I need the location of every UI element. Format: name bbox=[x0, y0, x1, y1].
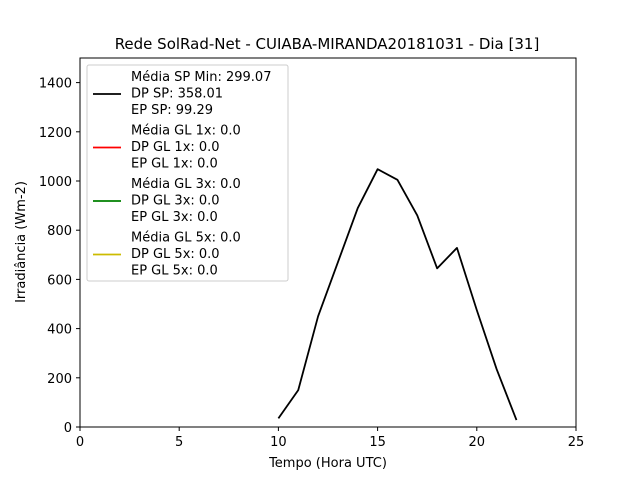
y-axis-label: Irradiância (Wm-2) bbox=[14, 181, 29, 303]
series-layer bbox=[277, 168, 518, 421]
x-tick-label: 10 bbox=[270, 435, 287, 450]
x-axis: 0 5 10 15 20 25 bbox=[76, 427, 584, 450]
plot-area bbox=[79, 57, 577, 428]
y-axis: 0 200 400 600 800 1000 1200 1400 bbox=[39, 77, 80, 436]
x-tick-label: 25 bbox=[568, 435, 585, 450]
y-tick-label: 600 bbox=[47, 273, 72, 288]
legend-entry-text: EP GL 5x: 0.0 bbox=[131, 264, 218, 279]
legend-entry-text: EP GL 1x: 0.0 bbox=[131, 157, 218, 172]
legend-entry-text: DP GL 3x: 0.0 bbox=[131, 194, 220, 209]
legend-entry-text: DP SP: 358.01 bbox=[131, 87, 223, 102]
y-tick-label: 1400 bbox=[39, 77, 72, 92]
legend-entry-text: EP GL 3x: 0.0 bbox=[131, 210, 218, 225]
legend-entry-text: DP GL 1x: 0.0 bbox=[131, 140, 220, 155]
x-axis-label: Tempo (Hora UTC) bbox=[268, 456, 387, 471]
y-tick-label: 1000 bbox=[39, 175, 72, 190]
legend-entry-text: Média GL 3x: 0.0 bbox=[131, 177, 241, 192]
legend-entry-text: Média GL 5x: 0.0 bbox=[131, 231, 241, 246]
x-tick-label: 5 bbox=[175, 435, 183, 450]
chart-title: Rede SolRad-Net - CUIABA-MIRANDA20181031… bbox=[115, 35, 540, 53]
series-line-0 bbox=[277, 168, 518, 421]
legend-entry-text: Média SP Min: 299.07 bbox=[131, 70, 271, 85]
legend-entry-text: EP SP: 99.29 bbox=[131, 103, 213, 118]
legend-box bbox=[86, 64, 289, 282]
legend-entry-text: Média GL 1x: 0.0 bbox=[131, 124, 241, 139]
x-tick-label: 15 bbox=[369, 435, 386, 450]
legend-entry-text: DP GL 5x: 0.0 bbox=[131, 247, 220, 262]
x-tick-label: 0 bbox=[76, 435, 84, 450]
y-tick-label: 1200 bbox=[39, 126, 72, 141]
y-tick-label: 800 bbox=[47, 224, 72, 239]
y-tick-label: 200 bbox=[47, 372, 72, 387]
y-tick-label: 0 bbox=[64, 421, 72, 436]
y-tick-label: 400 bbox=[47, 323, 72, 338]
x-tick-label: 20 bbox=[469, 435, 486, 450]
